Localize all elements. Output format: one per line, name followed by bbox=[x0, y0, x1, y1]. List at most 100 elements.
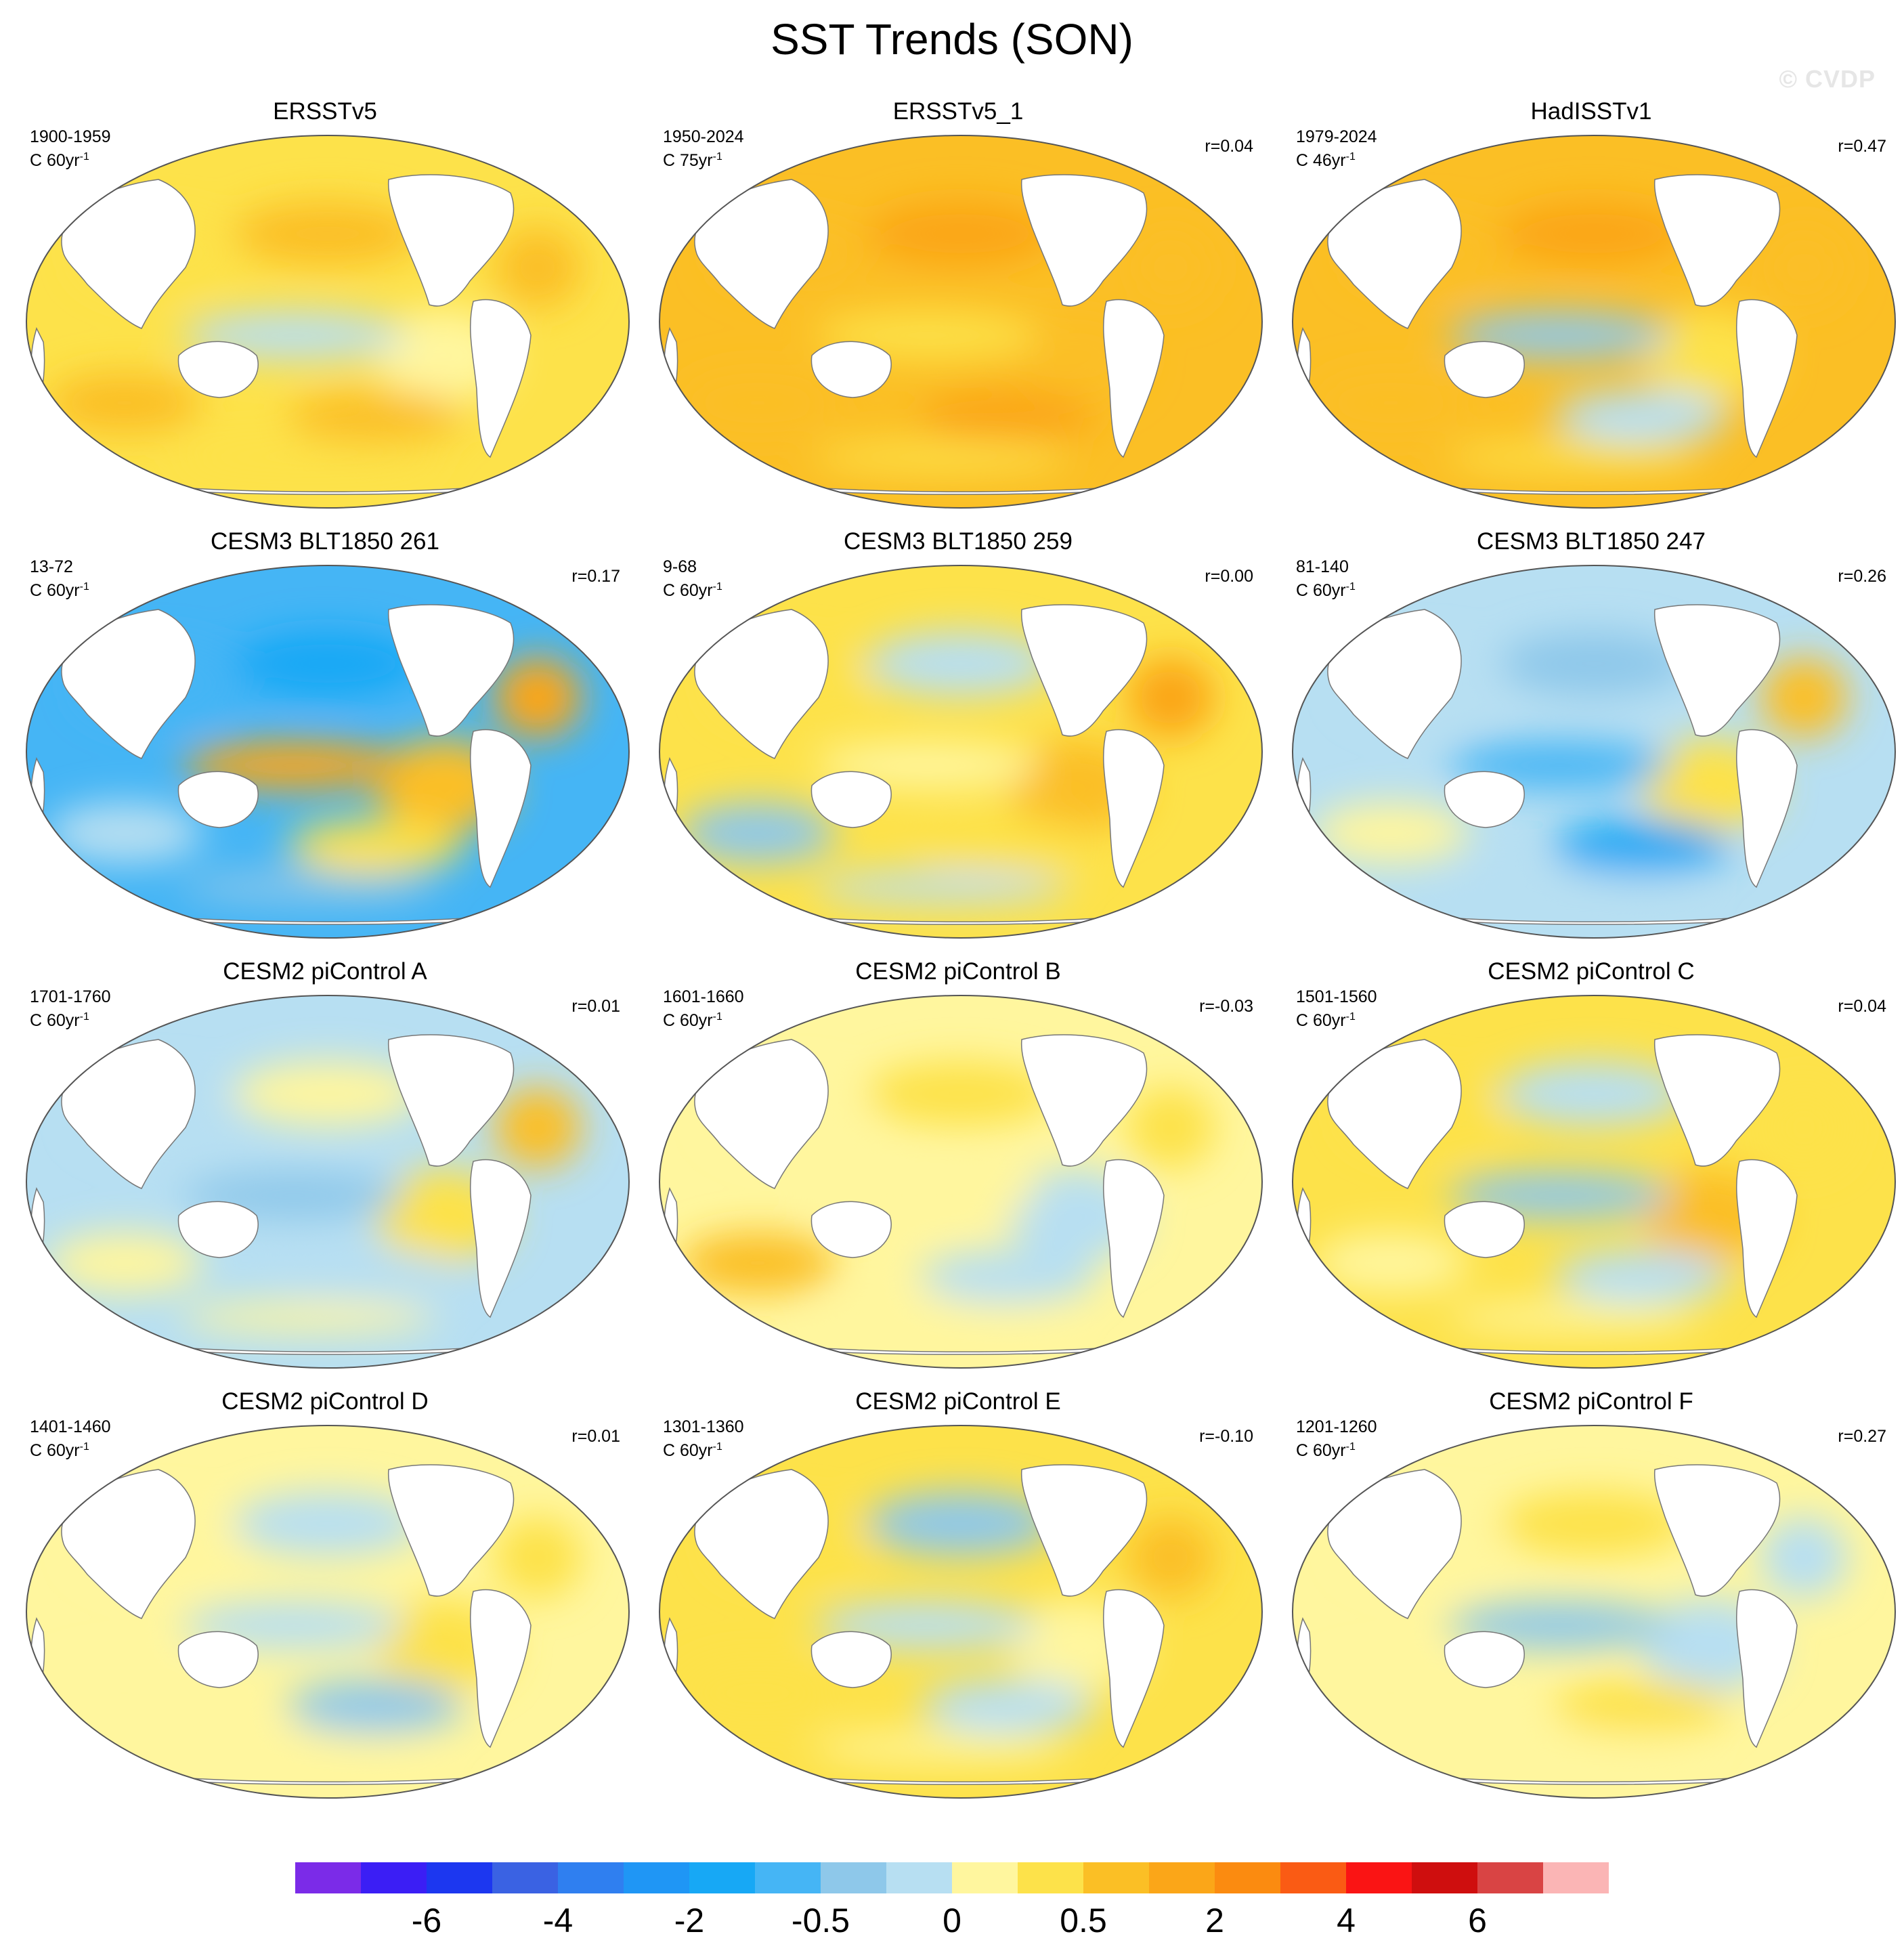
trend-region bbox=[1445, 872, 1702, 903]
map-outline bbox=[1292, 1425, 1896, 1799]
panel-correlation: r=0.00 bbox=[1205, 567, 1253, 586]
trend-region bbox=[179, 442, 436, 473]
colorbar-tick-label: 2 bbox=[1205, 1902, 1224, 1939]
sst-trend-map bbox=[659, 995, 1263, 1369]
panel-title: ERSSTv5_1 bbox=[892, 98, 1024, 125]
trend-region bbox=[1445, 442, 1702, 473]
panel-period: 1401-1460 bbox=[30, 1417, 111, 1436]
panel-period: 1601-1660 bbox=[663, 987, 744, 1006]
panel-units-exponent: -1 bbox=[1345, 1441, 1356, 1453]
trend-region bbox=[680, 1232, 836, 1293]
panel-units-text: C 60yr bbox=[30, 151, 80, 170]
colorbar-swatch bbox=[1412, 1862, 1478, 1893]
land-southAmerica bbox=[1735, 1589, 1798, 1749]
land-southAmerica bbox=[1735, 729, 1798, 888]
trend-region bbox=[1499, 1061, 1689, 1126]
land-northAmerica bbox=[1653, 1034, 1781, 1167]
map-outline bbox=[26, 565, 630, 939]
trend-region bbox=[680, 802, 836, 863]
panel-correlation: r=-0.10 bbox=[1199, 1427, 1253, 1446]
panel-units: C 60yr-1 bbox=[30, 577, 89, 601]
map-panel: CESM2 piControl B 1601-1660 C 60yr-1 r=-0.0… bbox=[653, 958, 1263, 1385]
map-outline bbox=[1292, 135, 1896, 509]
panel-correlation: r=0.01 bbox=[571, 1427, 620, 1446]
panel-title: CESM2 piControl A bbox=[223, 958, 427, 985]
panel-units: C 46yr-1 bbox=[1296, 147, 1356, 171]
trend-region bbox=[920, 389, 1096, 444]
panel-period: 1950-2024 bbox=[663, 127, 744, 146]
panel-correlation: r=0.26 bbox=[1838, 567, 1886, 586]
land-australia bbox=[810, 1631, 892, 1688]
land-northAmerica bbox=[1653, 604, 1781, 737]
map-panel: HadISSTv1 1979-2024 C 46yr-1 r=0.47 bbox=[1286, 98, 1896, 525]
land-australia bbox=[810, 1201, 892, 1258]
trend-region bbox=[1127, 657, 1215, 738]
land-northAmerica bbox=[1020, 1034, 1148, 1167]
colorbar-swatch bbox=[821, 1862, 887, 1893]
panel-correlation: r=0.47 bbox=[1838, 137, 1886, 156]
trend-region bbox=[179, 1732, 436, 1763]
panel-period: 1701-1760 bbox=[30, 987, 111, 1006]
trend-region bbox=[233, 1061, 423, 1126]
colorbar-swatch bbox=[1018, 1862, 1084, 1893]
colorbar-tick-label: -2 bbox=[674, 1902, 705, 1939]
trend-region bbox=[1760, 227, 1848, 308]
land-northAmerica bbox=[387, 604, 515, 737]
panel-correlation: r=0.17 bbox=[571, 567, 620, 586]
panel-period: 9-68 bbox=[663, 557, 697, 576]
panel-units-text: C 60yr bbox=[30, 1441, 80, 1460]
trend-region bbox=[1127, 1517, 1215, 1598]
colorbar bbox=[295, 1862, 1609, 1893]
map-outline bbox=[659, 135, 1263, 509]
panel-correlation: r=0.01 bbox=[571, 997, 620, 1016]
trend-region bbox=[1499, 631, 1689, 696]
colorbar-swatch bbox=[689, 1862, 756, 1893]
trend-region bbox=[866, 1061, 1056, 1126]
land-australia bbox=[177, 771, 259, 828]
trend-region bbox=[866, 1491, 1056, 1556]
trend-region bbox=[920, 819, 1096, 874]
panel-period: 1301-1360 bbox=[663, 1417, 744, 1436]
map-panel: CESM3 BLT1850 261 13-72 C 60yr-1 r=0.17 bbox=[20, 528, 630, 955]
land-australia bbox=[1444, 1631, 1525, 1688]
panel-units-exponent: -1 bbox=[712, 1011, 722, 1023]
colorbar-labels: -6 -4 -2 -0.5 0 0.5 2 4 6 bbox=[0, 1902, 1904, 1942]
panel-correlation: r=0.27 bbox=[1838, 1427, 1886, 1446]
land-northAmerica bbox=[1020, 1464, 1148, 1597]
trend-region bbox=[680, 372, 836, 433]
panel-units-text: C 60yr bbox=[30, 1011, 80, 1030]
panel-units-text: C 60yr bbox=[1296, 581, 1346, 600]
panel-title: CESM2 piControl F bbox=[1489, 1388, 1693, 1415]
panel-units-text: C 46yr bbox=[1296, 151, 1346, 170]
trend-region bbox=[1127, 1087, 1215, 1168]
panel-correlation: r=0.04 bbox=[1205, 137, 1253, 156]
trend-region bbox=[179, 872, 436, 903]
map-outline bbox=[26, 995, 630, 1369]
trend-region bbox=[233, 201, 423, 266]
colorbar-swatch bbox=[952, 1862, 1018, 1893]
colorbar-tick-label: 0.5 bbox=[1060, 1902, 1107, 1939]
land-australia bbox=[1444, 1201, 1525, 1258]
map-outline bbox=[1292, 995, 1896, 1369]
panel-units-exponent: -1 bbox=[79, 1441, 89, 1453]
panel-units-exponent: -1 bbox=[79, 151, 89, 163]
trend-region bbox=[1760, 657, 1848, 738]
trend-region bbox=[1445, 1732, 1702, 1763]
trend-region bbox=[1553, 1249, 1729, 1304]
sst-trend-map bbox=[1292, 135, 1896, 509]
colorbar-swatch bbox=[492, 1862, 559, 1893]
land-southAmerica bbox=[469, 729, 532, 888]
panel-title: CESM2 piControl E bbox=[855, 1388, 1061, 1415]
trend-region bbox=[1499, 201, 1689, 266]
panel-units: C 60yr-1 bbox=[663, 1007, 722, 1031]
trend-region bbox=[47, 1663, 202, 1723]
land-southAmerica bbox=[1102, 729, 1165, 888]
land-australia bbox=[1444, 771, 1525, 828]
land-australia bbox=[177, 1631, 259, 1688]
map-outline bbox=[659, 565, 1263, 939]
land-northAmerica bbox=[1653, 1464, 1781, 1597]
panel-units: C 60yr-1 bbox=[30, 1437, 89, 1461]
trend-region bbox=[812, 872, 1069, 903]
panel-units: C 60yr-1 bbox=[663, 577, 722, 601]
map-panel: CESM2 piControl A 1701-1760 C 60yr-1 r=0.01 bbox=[20, 958, 630, 1385]
